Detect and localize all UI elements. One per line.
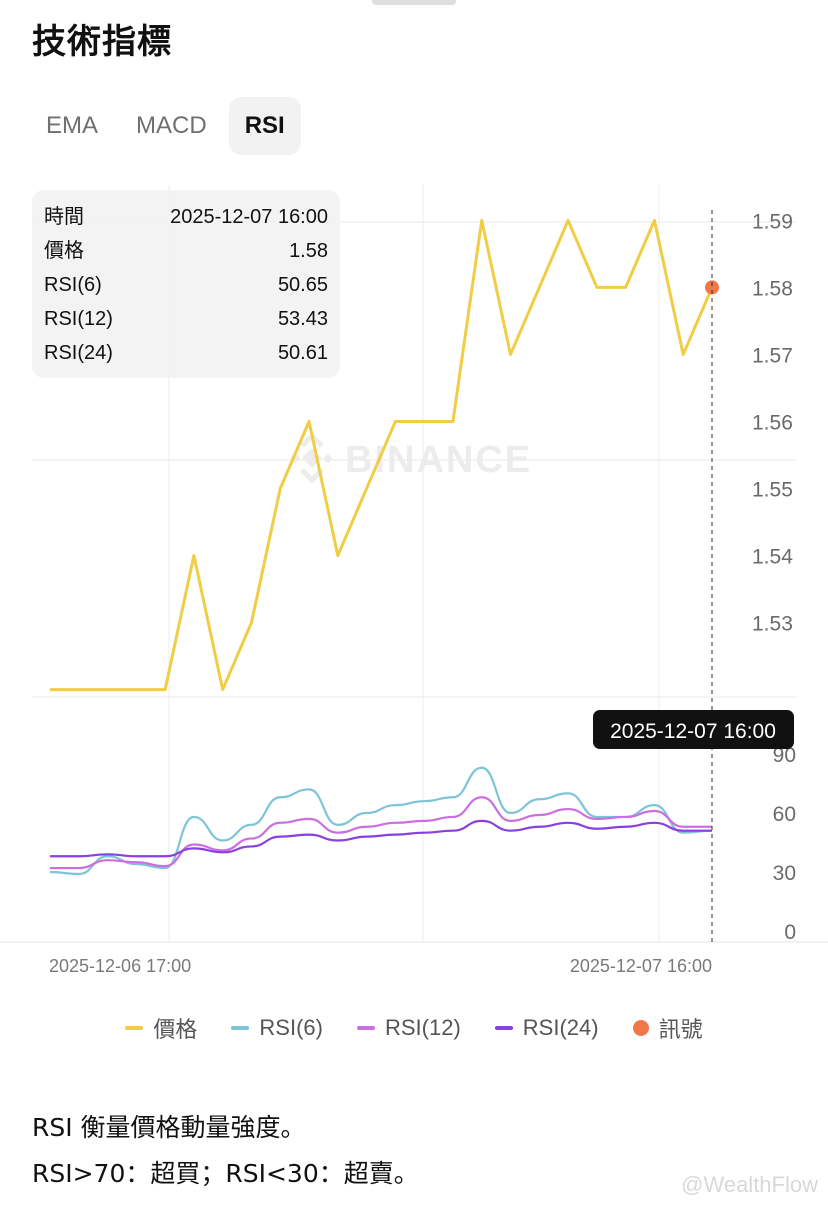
tooltip-rsi6-value: 50.65 [277, 274, 328, 296]
description-line-1: RSI 衡量價格動量強度。 [32, 1113, 306, 1142]
rsi-tick-label: 90 [773, 744, 796, 767]
price-tick-label: 1.55 [752, 479, 793, 502]
tooltip-time-label: 時間 [44, 206, 84, 228]
price-tick-label: 1.57 [752, 344, 793, 367]
legend-rsi12-label: RSI(12) [384, 1015, 461, 1040]
binance-watermark: BINANCE [290, 432, 532, 484]
tooltip-row-rsi6: RSI(6) 50.65 [44, 268, 328, 302]
price-series-line[interactable] [50, 218, 714, 692]
price-tick-label: 1.54 [752, 546, 793, 569]
tooltip-price-label: 價格 [44, 240, 84, 262]
rsi-tick-label: 0 [784, 921, 796, 944]
tooltip-rsi6-label: RSI(6) [44, 274, 102, 296]
legend-rsi24-swatch [494, 1026, 513, 1030]
x-tick-label: 2025-12-07 16:00 [570, 956, 712, 976]
price-tick-label: 1.53 [752, 613, 793, 636]
x-tick-label: 2025-12-06 17:00 [49, 956, 191, 976]
rsi-tick-label: 30 [773, 862, 796, 885]
tooltip-rsi24-value: 50.61 [277, 342, 328, 364]
legend-item-rsi24[interactable]: RSI(24) [494, 1015, 599, 1041]
signal-dot[interactable] [705, 280, 719, 295]
binance-logo-icon [290, 432, 333, 484]
legend-rsi6-swatch [231, 1026, 250, 1030]
rsi-tick-label: 60 [773, 803, 796, 826]
price-tick-label: 1.59 [752, 210, 793, 233]
legend-rsi24-label: RSI(24) [522, 1015, 599, 1040]
rsi-series-rsi12[interactable] [49, 796, 712, 870]
tooltip-row-price: 價格 1.58 [44, 234, 328, 268]
logo-right [323, 453, 333, 464]
price-tick-label: 1.56 [752, 411, 793, 434]
indicator-tabs: EMA MACD RSI [30, 97, 301, 155]
tab-ema[interactable]: EMA [46, 112, 99, 139]
tooltip-row-time: 時間 2025-12-07 16:00 [44, 200, 328, 234]
tooltip-price-value: 1.58 [289, 240, 328, 262]
tab-rsi[interactable]: RSI [228, 97, 301, 155]
crosshair-time-label: 2025-12-07 16:00 [610, 720, 776, 743]
drag-handle[interactable] [372, 0, 456, 5]
legend-item-rsi6[interactable]: RSI(6) [231, 1015, 323, 1041]
legend-rsi6-label: RSI(6) [259, 1015, 323, 1040]
legend-item-price[interactable]: 價格 [125, 1012, 197, 1044]
price-tick-label: 1.58 [752, 277, 793, 300]
binance-wordmark: BINANCE [345, 439, 532, 481]
tooltip-row-rsi12: RSI(12) 53.43 [44, 302, 328, 336]
rsi-series-rsi6[interactable] [49, 766, 713, 876]
legend-price-swatch [125, 1026, 144, 1030]
rsi-description: RSI 衡量價格動量強度。 RSI>70：超買；RSI<30：超賣。 [32, 1105, 419, 1197]
rsi-series-rsi24[interactable] [49, 819, 712, 858]
crosshair-time-badge [593, 710, 794, 749]
tooltip-rsi12-label: RSI(12) [44, 308, 113, 330]
price-rsi-chart[interactable]: BINANCE 1.59 1.58 1.57 1.56 1.55 1.54 1.53 90 60… [0, 160, 828, 980]
tooltip-time-value: 2025-12-07 16:00 [170, 206, 328, 228]
tab-macd[interactable]: MACD [136, 112, 207, 139]
tooltip-rsi12-value: 53.43 [277, 308, 328, 330]
tooltip-panel: 時間 2025-12-07 16:00 價格 1.58 RSI(6) 50.65 RS… [32, 190, 340, 378]
chart-legend: 價格 RSI(6) RSI(12) RSI(24) 訊號 [0, 1008, 828, 1048]
tooltip-rsi24-label: RSI(24) [44, 342, 113, 364]
legend-price-label: 價格 [153, 1017, 198, 1042]
wealthflow-watermark: @WealthFlow [681, 1172, 818, 1197]
tooltip-row-rsi24: RSI(24) 50.61 [44, 336, 328, 370]
legend-signal-label: 訊號 [658, 1017, 703, 1042]
legend-signal-swatch [632, 1020, 649, 1036]
legend-item-signal[interactable]: 訊號 [632, 1012, 703, 1044]
description-line-2: RSI>70：超買；RSI<30：超賣。 [32, 1159, 419, 1188]
legend-item-rsi12[interactable]: RSI(12) [356, 1015, 461, 1041]
section-title: 技術指標 [32, 22, 172, 62]
legend-rsi12-swatch [356, 1026, 375, 1030]
